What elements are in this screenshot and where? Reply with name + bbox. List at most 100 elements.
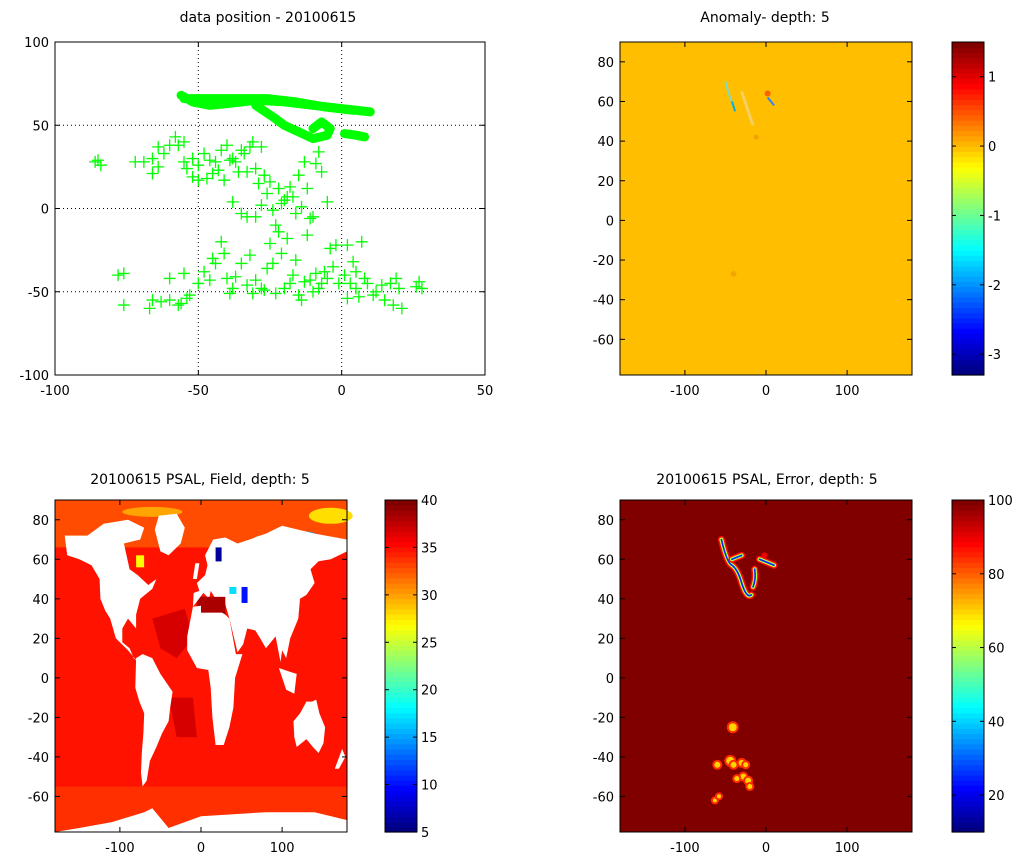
data-point: [238, 147, 251, 160]
p3-colorbar-segment: [385, 588, 417, 594]
p4-colorbar-segment: [952, 728, 984, 735]
p2-colorbar-segment: [952, 73, 984, 80]
p2-colorbar-segment: [952, 213, 984, 220]
continent-indonesia: [278, 668, 297, 694]
data-point: [209, 155, 222, 168]
p4-colorbar-tick-label: 100: [988, 494, 1013, 509]
p2-colorbar-segment: [952, 369, 984, 376]
p3-colorbar-segment: [385, 717, 417, 724]
p4-colorbar-segment: [952, 790, 984, 797]
p3-colorbar-segment: [385, 806, 417, 812]
chart-title-field: 20100615 PSAL, Field, depth: 5: [90, 472, 310, 488]
p4-colorbar-segment: [952, 624, 984, 631]
data-point: [307, 210, 319, 223]
data-point: [315, 165, 328, 178]
p3-ytick-label: 0: [41, 672, 49, 687]
p2-colorbar-segment: [952, 364, 984, 371]
data-point: [367, 289, 380, 302]
error-spot: [734, 776, 740, 782]
data-point: [292, 289, 305, 302]
p4-colorbar-segment: [952, 531, 984, 537]
p4-colorbar-segment: [952, 650, 984, 657]
p3-colorbar-segment: [385, 821, 417, 828]
data-point: [312, 282, 325, 295]
data-point: [341, 239, 354, 252]
anomaly-feature: [766, 96, 775, 107]
p4-colorbar-segment: [952, 816, 984, 823]
p3-colorbar-segment: [385, 572, 417, 579]
data-point: [384, 277, 397, 290]
p2-colorbar-segment: [952, 250, 984, 256]
p3-colorbar-segment: [385, 541, 417, 548]
p3-colorbar-segment: [385, 598, 417, 605]
p4-colorbar-segment: [952, 525, 984, 532]
data-point: [315, 277, 328, 290]
p4-colorbar-segment: [952, 811, 984, 818]
data-point: [275, 197, 288, 210]
p3-colorbar-segment: [385, 816, 417, 823]
p3-colorbar-segment: [385, 666, 417, 672]
data-point: [112, 269, 125, 282]
p2-colorbar-segment: [952, 276, 984, 282]
data-point: [301, 229, 314, 242]
p2-colorbar-segment: [952, 172, 984, 178]
data-point: [289, 207, 302, 220]
data-point: [117, 299, 130, 312]
continent-british-isles: [192, 563, 200, 579]
p4-axes-box: [619, 499, 913, 833]
data-point: [157, 147, 170, 160]
p3-colorbar-segment: [385, 790, 417, 797]
p2-colorbar-segment: [952, 328, 984, 334]
data-point: [347, 255, 360, 268]
p4-colorbar-tick-label: 20: [988, 789, 1005, 804]
p2-colorbar-segment: [952, 161, 984, 168]
p3-colorbar-tick-label: 25: [421, 636, 438, 651]
data-point: [309, 267, 322, 280]
anomaly-background: [620, 42, 912, 375]
track-line: [251, 100, 335, 144]
p3-ytick-label: -20: [28, 711, 49, 726]
p3-colorbar-segment: [385, 759, 417, 766]
p3-colorbar-segment: [385, 733, 417, 740]
data-point: [180, 162, 193, 175]
error-feature: [752, 568, 756, 588]
p3-ytick-label: 80: [32, 514, 49, 529]
data-point: [284, 277, 297, 290]
data-point: [272, 182, 285, 195]
p2-colorbar-segment: [952, 317, 984, 324]
p3-colorbar-segment: [385, 697, 417, 703]
p2-colorbar-segment: [952, 130, 984, 137]
p4-ytick-label: 0: [606, 672, 614, 687]
p2-colorbar-segment: [952, 47, 984, 54]
p3-colorbar-segment: [385, 691, 417, 698]
p4-colorbar-segment: [952, 821, 984, 828]
data-point: [246, 287, 259, 300]
scatter-plot-data-position: -100 -50 0 50 -100 -50 0 50 100: [19, 36, 493, 399]
p3-xtick-label: -100: [105, 841, 135, 856]
p2-colorbar-segment: [952, 208, 984, 215]
data-point: [258, 169, 271, 182]
arctic-fresh-patch: [308, 507, 353, 524]
continent-africa: [187, 604, 243, 745]
p4-colorbar-segment: [952, 546, 984, 553]
data-point: [272, 225, 285, 238]
p2-xtick-label: 0: [762, 384, 770, 399]
p3-colorbar-segment: [385, 769, 417, 776]
p2-ytick-label: 40: [597, 135, 614, 150]
p3-axes-box: [54, 499, 348, 833]
p2-colorbar-segment: [952, 286, 984, 293]
p1-ytick-label: 0: [41, 203, 49, 218]
data-point: [258, 284, 271, 297]
data-point: [223, 287, 236, 300]
data-point: [370, 285, 383, 298]
p2-colorbar-segment: [952, 234, 984, 241]
p4-colorbar-segment: [952, 676, 984, 683]
data-point: [252, 177, 265, 190]
p4-colorbar-segment: [952, 572, 984, 579]
p2-colorbar-segment: [952, 312, 984, 319]
error-spot: [743, 762, 749, 768]
error-spot: [730, 761, 737, 768]
data-point: [198, 147, 211, 160]
data-point: [298, 155, 311, 168]
p3-colorbar-segment: [385, 712, 417, 719]
